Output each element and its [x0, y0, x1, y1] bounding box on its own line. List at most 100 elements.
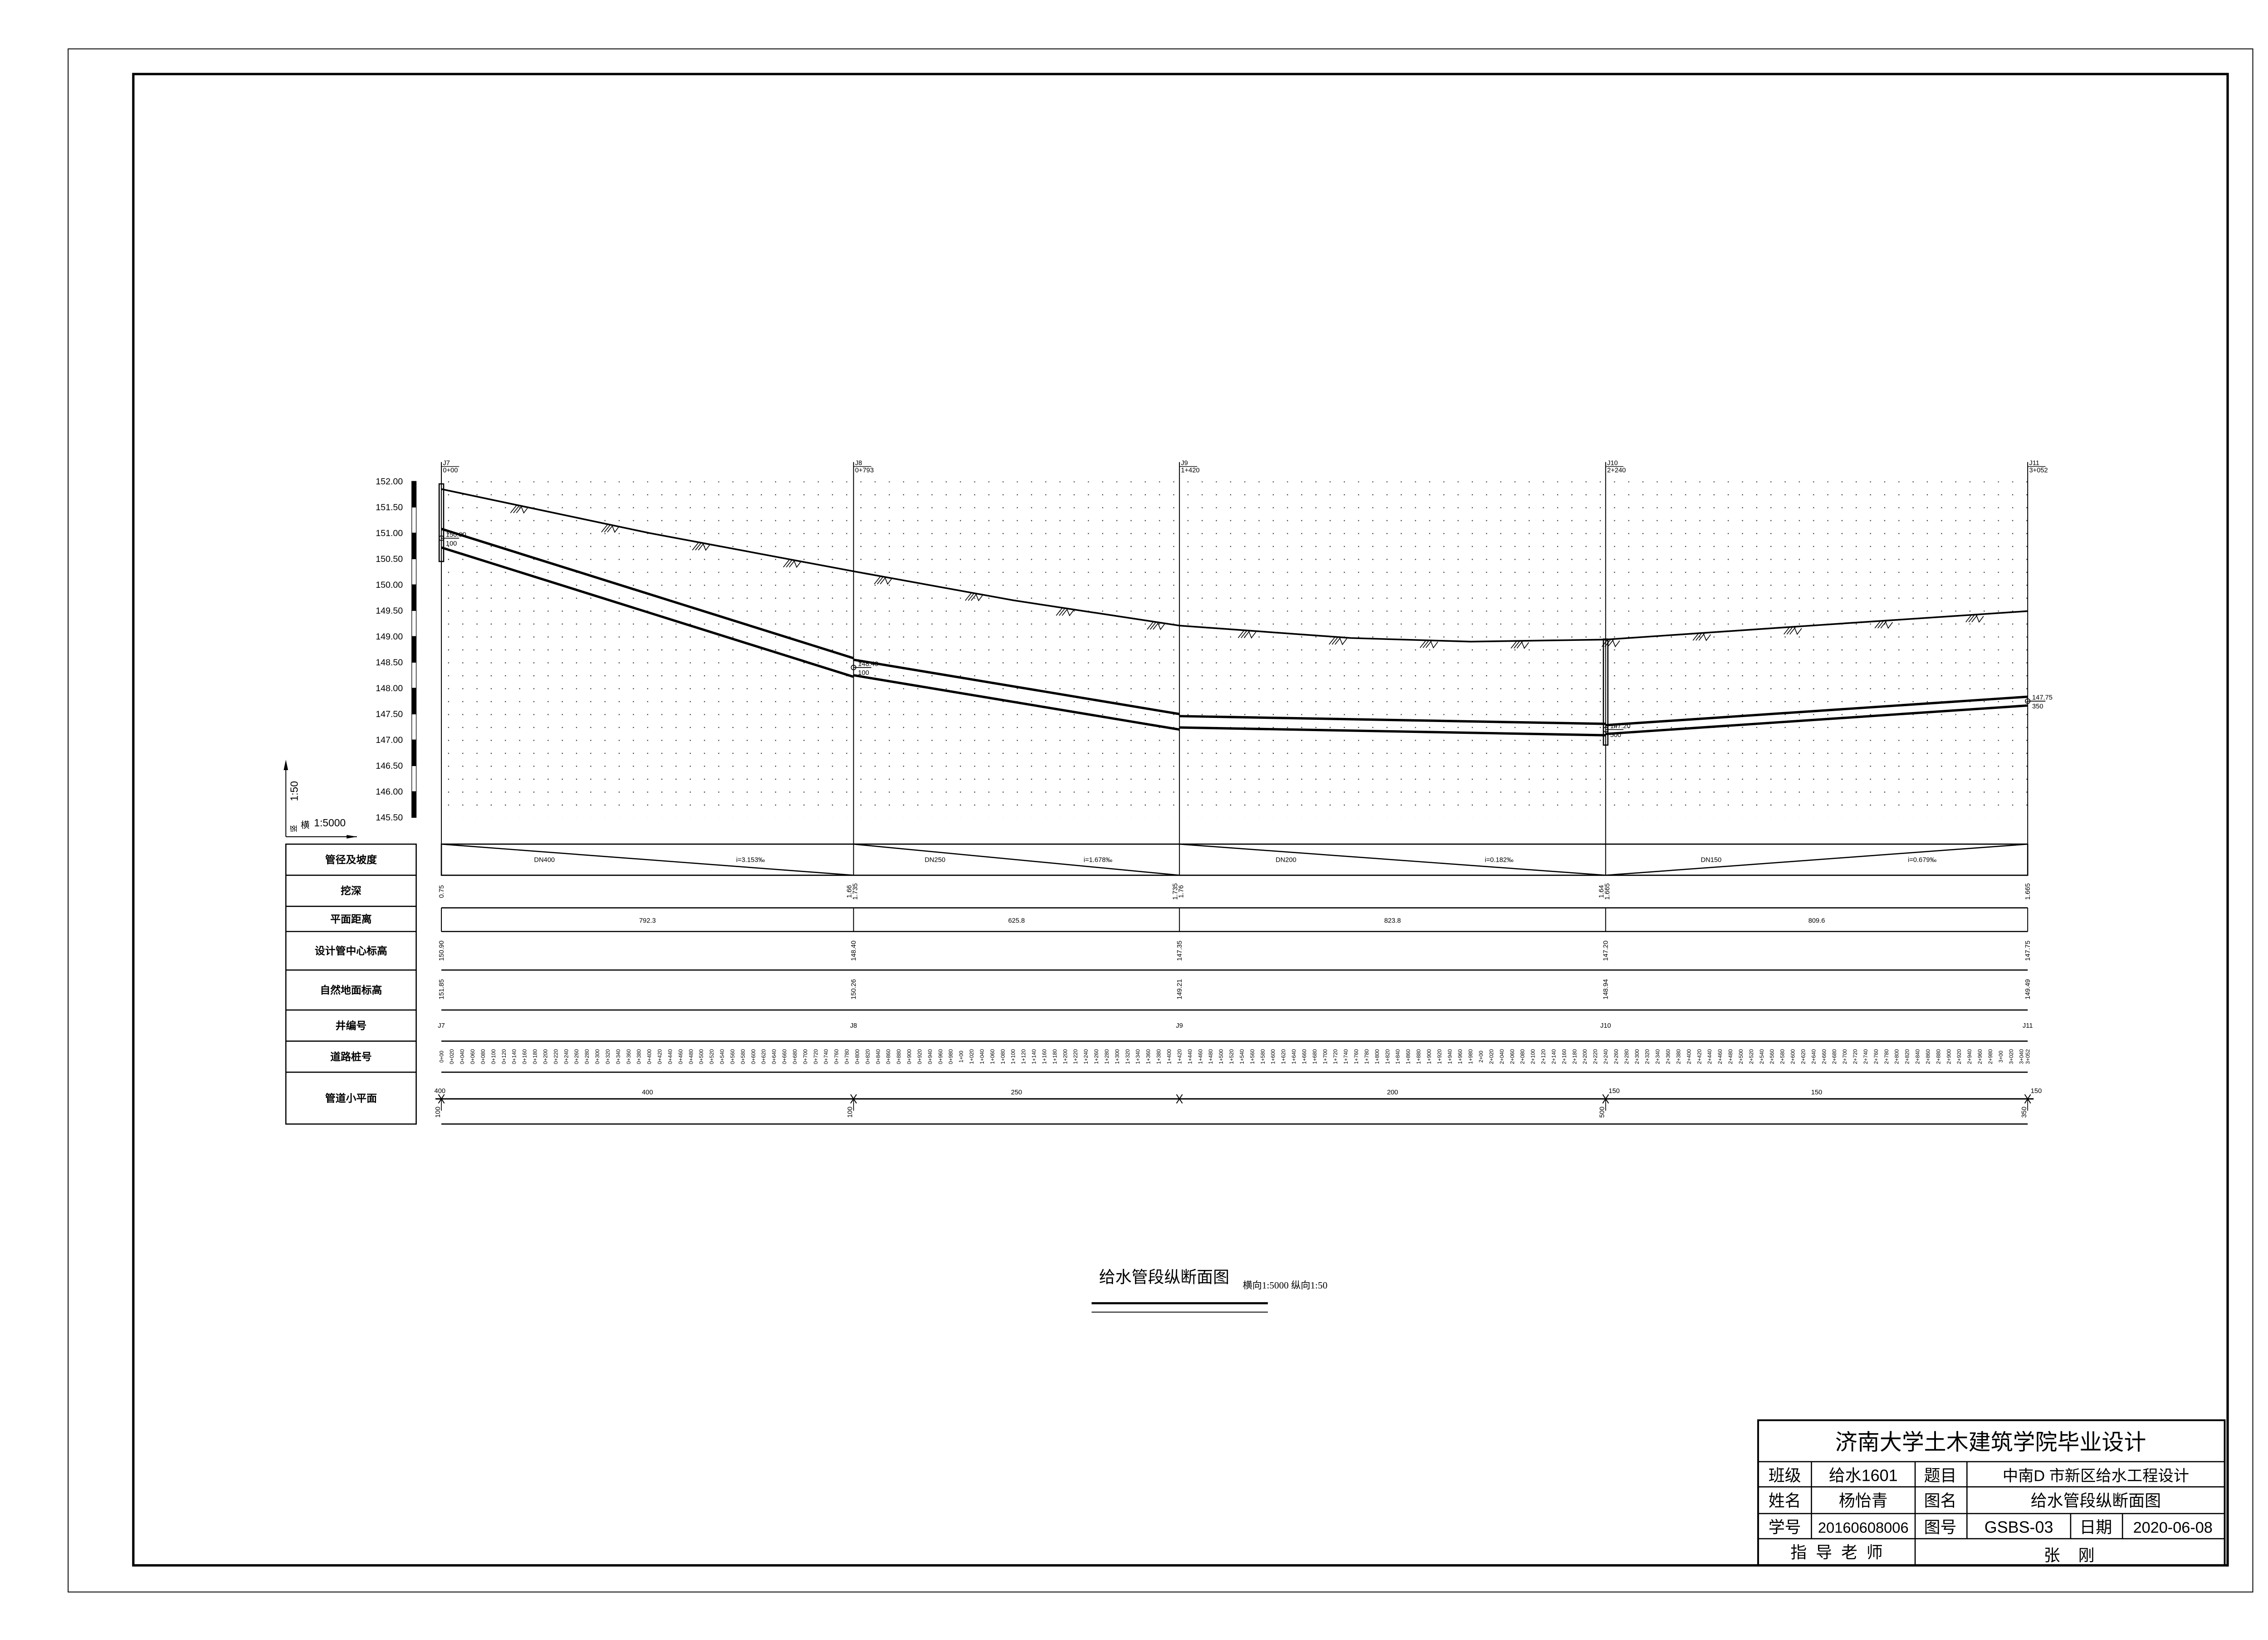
segment-slope: i=3.153‰	[736, 856, 765, 864]
slope-diagonal	[1605, 843, 2028, 876]
road-station-label: 1+280	[1104, 1049, 1110, 1064]
road-station-label: 2+560	[1769, 1049, 1775, 1064]
road-station-label: 2+420	[1696, 1049, 1702, 1064]
excavation-depth: 1.64	[1598, 885, 1605, 898]
well-id: J9	[1176, 1022, 1183, 1030]
scale-bar-segment	[411, 507, 417, 533]
elevation-tick-label: 152.00	[376, 477, 403, 487]
road-station-label: 2+780	[1884, 1049, 1890, 1064]
road-station-label: 2+800	[1894, 1049, 1900, 1064]
well-id: J10	[1600, 1022, 1611, 1030]
road-station-label: 0+440	[667, 1049, 673, 1064]
road-station-label: 0+580	[740, 1049, 746, 1064]
road-station-label: 2+260	[1613, 1049, 1619, 1064]
scale-bar-segment	[411, 610, 417, 637]
road-station-label: 0+720	[813, 1049, 819, 1064]
road-station-label: 0+160	[522, 1049, 528, 1064]
inner-frame	[132, 73, 2229, 1567]
well-id: J11	[2023, 1022, 2033, 1030]
pipe-bottom-line	[853, 674, 1180, 731]
manhole-icon	[438, 483, 445, 562]
road-station-label: 0+500	[699, 1049, 704, 1064]
excavation-depth: 1.735	[852, 883, 859, 900]
road-station-label: 0+880	[896, 1049, 902, 1064]
road-station-label: 1+400	[1167, 1049, 1173, 1064]
elevation-tick-label: 150.50	[376, 554, 403, 564]
road-station-label: 0+400	[647, 1049, 653, 1064]
elevation-tick-label: 147.00	[376, 735, 403, 745]
pipe-elevation-label: 150.90	[446, 531, 466, 538]
design-pipe-elevation: 150.90	[438, 941, 445, 961]
road-station-label: 2+620	[1800, 1049, 1806, 1064]
road-station-label: 1+820	[1385, 1049, 1391, 1064]
road-station-label: 0+900	[907, 1049, 913, 1064]
road-station-label: 2+160	[1561, 1049, 1567, 1064]
ground-hatch-icon	[965, 593, 983, 601]
road-station-label: 1+880	[1416, 1049, 1422, 1064]
road-station-label: 1+020	[969, 1049, 975, 1064]
road-station-label: 1+980	[1468, 1049, 1474, 1064]
design-pipe-elevation: 148.40	[850, 941, 858, 961]
junction-station-label: 0+793	[855, 467, 874, 474]
ground-hatch-icon	[1419, 640, 1438, 649]
road-station-label: 2+340	[1655, 1049, 1661, 1064]
road-station-label: 2+120	[1541, 1049, 1547, 1064]
plan-node-below-label: 100	[846, 1107, 854, 1118]
road-station-label: 2+500	[1738, 1049, 1744, 1064]
road-station-label: 0+180	[533, 1049, 538, 1064]
title-block: 济南大学土木建筑学院毕业设计 班级 给水1601 题目 中南D 市新区给水工程设…	[1757, 1419, 2226, 1567]
road-station-label: 0+100	[491, 1049, 497, 1064]
scale-bar-segment	[411, 558, 417, 585]
design-pipe-elevation: 147.35	[1176, 941, 1183, 961]
segment-diameter: DN150	[1701, 856, 1722, 864]
vertical-scale-value: 1:50	[288, 781, 300, 801]
plan-node-above-label: 150	[2031, 1088, 2042, 1095]
road-station-label: 1+480	[1208, 1049, 1214, 1064]
road-station-label: 1+300	[1114, 1049, 1120, 1064]
road-station-label: 1+120	[1021, 1049, 1027, 1064]
road-station-label: 1+460	[1198, 1049, 1203, 1064]
road-station-label: 1+440	[1187, 1049, 1193, 1064]
table-row-label: 平面距离	[330, 913, 371, 925]
road-station-label: 2+320	[1645, 1049, 1651, 1064]
pipe-elevation-label: 148.40	[858, 660, 879, 668]
road-station-label: 0+760	[834, 1049, 840, 1064]
road-station-label: 1+060	[990, 1049, 996, 1064]
plan-segment-diameter: 200	[1387, 1089, 1398, 1096]
date-value: 2020-06-08	[2133, 1519, 2213, 1537]
plan-node-below-label: 500	[1599, 1107, 1606, 1118]
road-station-label: 1+560	[1250, 1049, 1256, 1064]
pipe-elevation-label: 147.75	[2032, 694, 2053, 702]
ground-hatch-icon	[1692, 633, 1711, 641]
topic-label: 题目	[1924, 1466, 1957, 1484]
road-station-label: 0+920	[917, 1049, 923, 1064]
drawing-title-group: 给水管段纵断面图 横向1:5000 纵向1:50	[1091, 1268, 1327, 1313]
arrow-up-icon	[284, 760, 288, 770]
arrow-right-icon	[347, 835, 357, 839]
pipe-bottom-line	[1179, 726, 1606, 737]
road-station-label: 2+220	[1593, 1049, 1598, 1064]
road-station-label: 2+520	[1749, 1049, 1755, 1064]
road-station-label: 0+240	[563, 1049, 569, 1064]
road-station-label: 1+080	[1000, 1049, 1006, 1064]
road-station-label: 1+600	[1271, 1049, 1276, 1064]
ground-hatch-icon	[1147, 622, 1165, 630]
road-station-label: 1+700	[1322, 1049, 1328, 1064]
road-station-label: 0+660	[782, 1049, 788, 1064]
drawing-title: 给水管段纵断面图	[1099, 1268, 1229, 1286]
road-station-label: 2+680	[1832, 1049, 1838, 1064]
road-station-label: 0+080	[480, 1049, 486, 1064]
road-station-label: 1+180	[1052, 1049, 1058, 1064]
road-station-label: 1+780	[1364, 1049, 1370, 1064]
ground-hatch-icon	[874, 576, 893, 585]
plan-node-below-label: 100	[435, 1107, 442, 1118]
scale-bar-segment	[411, 481, 417, 508]
road-station-label: 1+680	[1312, 1049, 1318, 1064]
scale-bar-segment	[411, 713, 417, 741]
table-row-label: 管道小平面	[325, 1092, 377, 1104]
junction-id-label: J11	[2029, 459, 2039, 467]
road-station-label: 2+900	[1946, 1049, 1952, 1064]
road-station-label: 2+460	[1717, 1049, 1723, 1064]
pipe-slope-row-box	[440, 843, 2028, 876]
